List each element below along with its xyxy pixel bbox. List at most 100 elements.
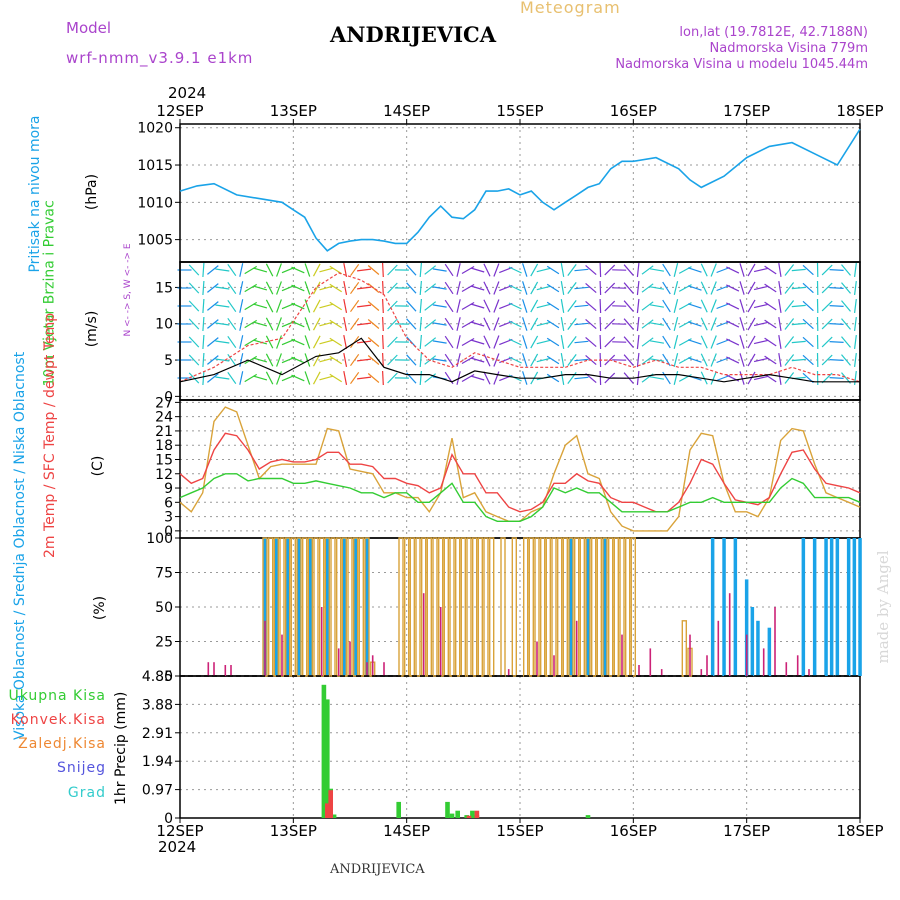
- low-cloud-bar: [796, 655, 799, 676]
- high-cloud-bar: [858, 538, 862, 676]
- x-tick-label-top: 12SEP: [156, 102, 203, 120]
- x-tick-label-bottom: 16SEP: [610, 822, 657, 840]
- y-tick-label: 3.88: [142, 697, 173, 713]
- wind-arrow: [253, 321, 268, 327]
- legend-total-rain: Ukupna Kisa: [8, 688, 106, 704]
- high-cloud-bar: [852, 538, 857, 676]
- wind-arrow: [726, 284, 740, 292]
- wind-arrow: [276, 335, 282, 349]
- wind-arrow: [641, 283, 654, 293]
- wind-arrow: [419, 334, 422, 350]
- wind-arrow: [406, 354, 417, 366]
- wind-arrow: [207, 355, 219, 365]
- wind-arrow: [387, 300, 398, 312]
- wind-arrow: [841, 318, 851, 330]
- wind-arrow: [424, 265, 437, 275]
- wind-arrow: [641, 301, 654, 311]
- wind-arrow: [319, 285, 334, 291]
- wind-arrow: [753, 375, 768, 381]
- wind-arrow: [560, 352, 565, 368]
- wind-arrow: [726, 356, 740, 364]
- wind-arrow: [536, 267, 551, 273]
- wind-arrow: [244, 337, 258, 347]
- wind-arrow: [493, 263, 500, 277]
- high-cloud-bar: [353, 538, 358, 676]
- wind-arrow: [382, 316, 384, 332]
- x-tick-label-bottom: 17SEP: [723, 822, 770, 840]
- wind-arrow: [700, 335, 708, 349]
- mid-cloud-bar: [432, 537, 438, 677]
- wind-arrow: [574, 268, 589, 272]
- wind-arrow: [319, 339, 334, 345]
- wind-arrow: [791, 304, 806, 308]
- wind-arrow: [636, 334, 640, 350]
- wind-arrow: [829, 323, 844, 325]
- wind-arrow: [239, 353, 244, 367]
- low-cloud-bar: [371, 655, 374, 676]
- wind-arrow: [747, 263, 756, 277]
- wind-arrow: [841, 282, 851, 294]
- wind-arrow: [461, 283, 475, 293]
- wind-arrow: [546, 319, 560, 329]
- wind-arrow: [276, 353, 282, 367]
- mid-cloud-bar: [290, 537, 296, 677]
- wind-arrow: [367, 355, 380, 365]
- total-rain-bar: [585, 815, 591, 818]
- wind-arrow: [574, 286, 589, 290]
- wind-arrow: [387, 264, 398, 276]
- wind-arrow: [461, 355, 475, 365]
- wind-arrow: [778, 299, 782, 313]
- wind-arrow: [424, 301, 437, 311]
- mid-cloud-bar: [409, 537, 415, 677]
- wind-arrow: [444, 299, 454, 313]
- wind-arrow: [530, 263, 539, 277]
- wind-arrow: [188, 372, 200, 384]
- mid-cloud-bar: [455, 537, 461, 677]
- wind-arrow: [636, 352, 640, 368]
- conv-rain-bar: [466, 815, 472, 818]
- wind-arrow: [739, 263, 745, 277]
- y-tick-label: 4.85: [142, 669, 173, 685]
- wind-arrow: [678, 266, 692, 274]
- low-cloud-bar: [717, 620, 720, 676]
- conv-rain-bar: [474, 810, 480, 818]
- wind-arrow: [419, 298, 422, 314]
- wind-arrow: [253, 375, 268, 381]
- wind-arrow: [367, 337, 380, 347]
- wind-arrow: [623, 318, 634, 330]
- wind-arrow: [483, 317, 491, 331]
- wind-arrow: [188, 300, 200, 312]
- wind-arrow: [350, 263, 360, 277]
- wind-arrow: [387, 318, 398, 330]
- wind-arrow: [312, 335, 321, 349]
- mid-cloud-bar: [528, 537, 534, 677]
- wind-arrow: [202, 280, 205, 296]
- wind-arrow: [304, 299, 311, 313]
- wind-arrow: [470, 285, 485, 291]
- wind-arrow: [343, 298, 348, 314]
- wind-arrow: [829, 305, 844, 307]
- wind-arrow: [522, 263, 528, 277]
- wind-arrow: [312, 281, 321, 295]
- panel-frame-pressure: [179, 123, 861, 263]
- wind-arrow: [470, 375, 485, 381]
- wind-arrow: [599, 280, 602, 296]
- x-tick-label-bottom: 13SEP: [270, 822, 317, 840]
- wind-arrow: [265, 353, 274, 367]
- wind-arrow: [546, 337, 560, 347]
- low-cloud-bar: [745, 634, 748, 676]
- wind-arrow: [662, 317, 671, 331]
- wind-arrow: [265, 371, 274, 385]
- wind-arrow: [530, 299, 539, 313]
- wind-arrow: [202, 298, 205, 314]
- wind-arrow: [387, 354, 398, 366]
- wind-arrow: [483, 263, 491, 277]
- y-tick-label: 15: [155, 280, 173, 296]
- wind-arrow: [304, 371, 311, 385]
- wind-arrow: [641, 337, 654, 347]
- wind-arrow: [673, 263, 679, 277]
- wind-arrow: [227, 317, 237, 331]
- wind-arrow: [522, 281, 528, 295]
- wind-arrow: [215, 358, 230, 362]
- wind-arrow: [432, 340, 447, 344]
